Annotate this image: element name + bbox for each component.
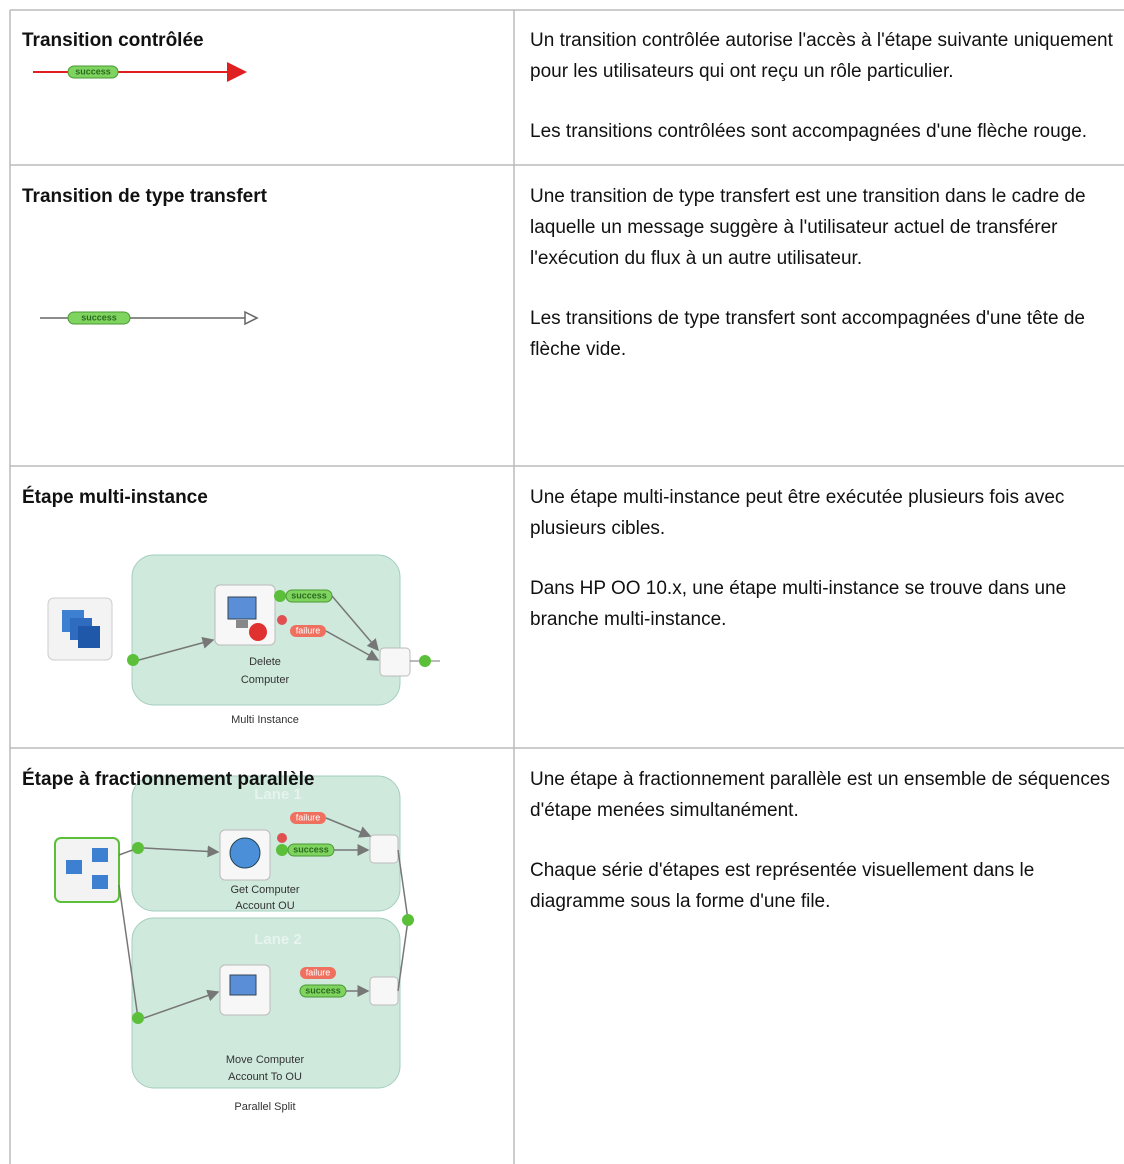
transition-label: success [293,844,329,854]
multi-instance-diagram: success failure Delete Computer Multi In… [47,554,440,726]
transition-label: success [291,590,327,600]
transfer-transition-diagram: success [40,310,259,326]
transition-label: success [75,66,111,76]
transition-label: failure [306,967,331,977]
branch-label: Parallel Split [234,1101,295,1113]
parallel-split-diagram: Lane 1 Lane 2 failure success failure su… [54,775,414,1113]
description: Une étape à fractionnement parallèle est… [530,764,1115,946]
transition-label: success [81,312,117,322]
paragraph: Les transitions de type transfert sont a… [530,308,1085,360]
paragraph: Dans HP OO 10.x, une étape multi-instanc… [530,578,1067,630]
paragraph: Une étape multi-instance peut être exécu… [530,487,1065,539]
term: Transition de type transfert [22,186,267,207]
transition-label: failure [296,625,321,635]
step-label: Get Computer [230,884,299,896]
description: Une transition de type transfert est une… [530,181,1115,394]
term: Transition contrôlée [22,30,204,51]
paragraph: Chaque série d'étapes est représentée vi… [530,860,1035,912]
controlled-transition-diagram: success [33,62,247,82]
table-borders [9,9,1124,1164]
branch-label: Multi Instance [231,714,299,726]
paragraph: Une transition de type transfert est une… [530,186,1086,269]
step-label: Account OU [235,900,294,912]
step-label: Account To OU [228,1071,302,1083]
step-label: Delete [249,656,281,668]
lane-label: Lane 2 [254,931,302,948]
term: Étape à fractionnement parallèle [22,769,315,790]
transition-label: success [305,985,341,995]
description: Un transition contrôlée autorise l'accès… [530,25,1115,176]
step-label: Move Computer [226,1054,305,1066]
transition-label: failure [296,812,321,822]
paragraph: Un transition contrôlée autorise l'accès… [530,30,1113,82]
description: Une étape multi-instance peut être exécu… [530,482,1115,664]
paragraph: Les transitions contrôlées sont accompag… [530,121,1088,142]
step-label: Computer [241,674,290,686]
paragraph: Une étape à fractionnement parallèle est… [530,769,1110,821]
term: Étape multi-instance [22,487,208,508]
lane-label: Lane 1 [254,786,302,803]
